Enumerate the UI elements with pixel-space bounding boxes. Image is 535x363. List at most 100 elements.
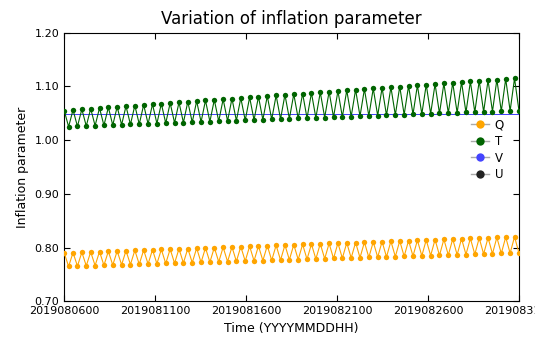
Point bbox=[294, 115, 302, 121]
Point bbox=[219, 244, 227, 250]
Point bbox=[479, 109, 488, 115]
Point bbox=[166, 100, 174, 106]
Point bbox=[60, 108, 68, 114]
Point bbox=[404, 238, 413, 244]
Point bbox=[409, 253, 417, 259]
Point bbox=[413, 237, 422, 243]
Point bbox=[360, 86, 369, 92]
Point bbox=[431, 237, 439, 242]
Point bbox=[152, 121, 161, 126]
Point bbox=[232, 118, 241, 123]
Point bbox=[466, 79, 475, 85]
Point bbox=[166, 246, 174, 252]
Point bbox=[400, 253, 408, 259]
Point bbox=[254, 243, 263, 249]
Point bbox=[113, 104, 121, 110]
Point bbox=[64, 124, 73, 130]
Point bbox=[157, 101, 166, 106]
Point bbox=[356, 113, 364, 119]
Point bbox=[373, 113, 382, 119]
Point bbox=[484, 235, 492, 241]
Point bbox=[250, 258, 258, 264]
Point bbox=[228, 244, 236, 250]
Point bbox=[100, 123, 108, 129]
Point bbox=[462, 110, 470, 115]
Point bbox=[378, 238, 386, 244]
Point bbox=[457, 79, 466, 85]
Point bbox=[95, 105, 104, 111]
Point bbox=[263, 93, 272, 99]
Point bbox=[281, 92, 289, 98]
Point bbox=[126, 262, 135, 268]
Point bbox=[303, 256, 311, 262]
Point bbox=[404, 83, 413, 89]
Point bbox=[131, 103, 139, 109]
Point bbox=[475, 235, 484, 241]
Point bbox=[60, 250, 68, 256]
Point bbox=[303, 115, 311, 121]
Point bbox=[325, 241, 333, 246]
Point bbox=[470, 109, 479, 115]
Point bbox=[422, 237, 431, 243]
Point bbox=[329, 256, 338, 261]
Point bbox=[356, 255, 364, 261]
Point bbox=[179, 120, 188, 126]
Point bbox=[369, 239, 378, 245]
Point bbox=[117, 122, 126, 128]
Point bbox=[268, 257, 276, 263]
Point bbox=[109, 122, 117, 128]
Point bbox=[254, 94, 263, 99]
Point bbox=[148, 247, 157, 253]
Point bbox=[294, 257, 302, 262]
Point bbox=[82, 123, 90, 129]
Point bbox=[87, 249, 95, 255]
Point bbox=[188, 119, 196, 125]
Point bbox=[493, 77, 501, 82]
Point bbox=[197, 119, 205, 125]
Point bbox=[444, 110, 453, 116]
Point bbox=[215, 118, 223, 124]
Point bbox=[444, 252, 453, 258]
Point bbox=[179, 260, 188, 266]
Point bbox=[95, 249, 104, 254]
Point bbox=[435, 252, 444, 258]
Point bbox=[413, 82, 422, 88]
Point bbox=[422, 82, 431, 87]
Point bbox=[104, 105, 113, 110]
Point bbox=[210, 245, 219, 250]
Point bbox=[188, 260, 196, 266]
Point bbox=[122, 248, 131, 254]
Point bbox=[215, 259, 223, 265]
Point bbox=[276, 116, 285, 122]
Point bbox=[285, 257, 294, 263]
Point bbox=[69, 107, 78, 113]
Point bbox=[193, 245, 201, 251]
Point bbox=[69, 250, 78, 256]
Point bbox=[100, 262, 108, 268]
Point bbox=[311, 115, 320, 121]
Point bbox=[364, 254, 373, 260]
Point bbox=[395, 83, 404, 89]
Point bbox=[73, 123, 82, 129]
Point bbox=[426, 253, 435, 258]
Point bbox=[135, 121, 143, 127]
Point bbox=[299, 241, 307, 247]
Point bbox=[193, 98, 201, 104]
Point bbox=[64, 264, 73, 269]
Point bbox=[78, 249, 86, 255]
Point bbox=[409, 111, 417, 117]
Point bbox=[329, 114, 338, 120]
Point bbox=[493, 234, 501, 240]
Point bbox=[448, 80, 457, 86]
Point bbox=[440, 81, 448, 86]
Point bbox=[347, 255, 355, 261]
Point bbox=[281, 242, 289, 248]
Point bbox=[276, 257, 285, 263]
Point bbox=[364, 113, 373, 119]
Point bbox=[417, 253, 426, 259]
Point bbox=[325, 89, 333, 94]
Point bbox=[320, 256, 329, 262]
Point bbox=[316, 89, 325, 95]
Point bbox=[246, 94, 254, 100]
Point bbox=[470, 251, 479, 257]
